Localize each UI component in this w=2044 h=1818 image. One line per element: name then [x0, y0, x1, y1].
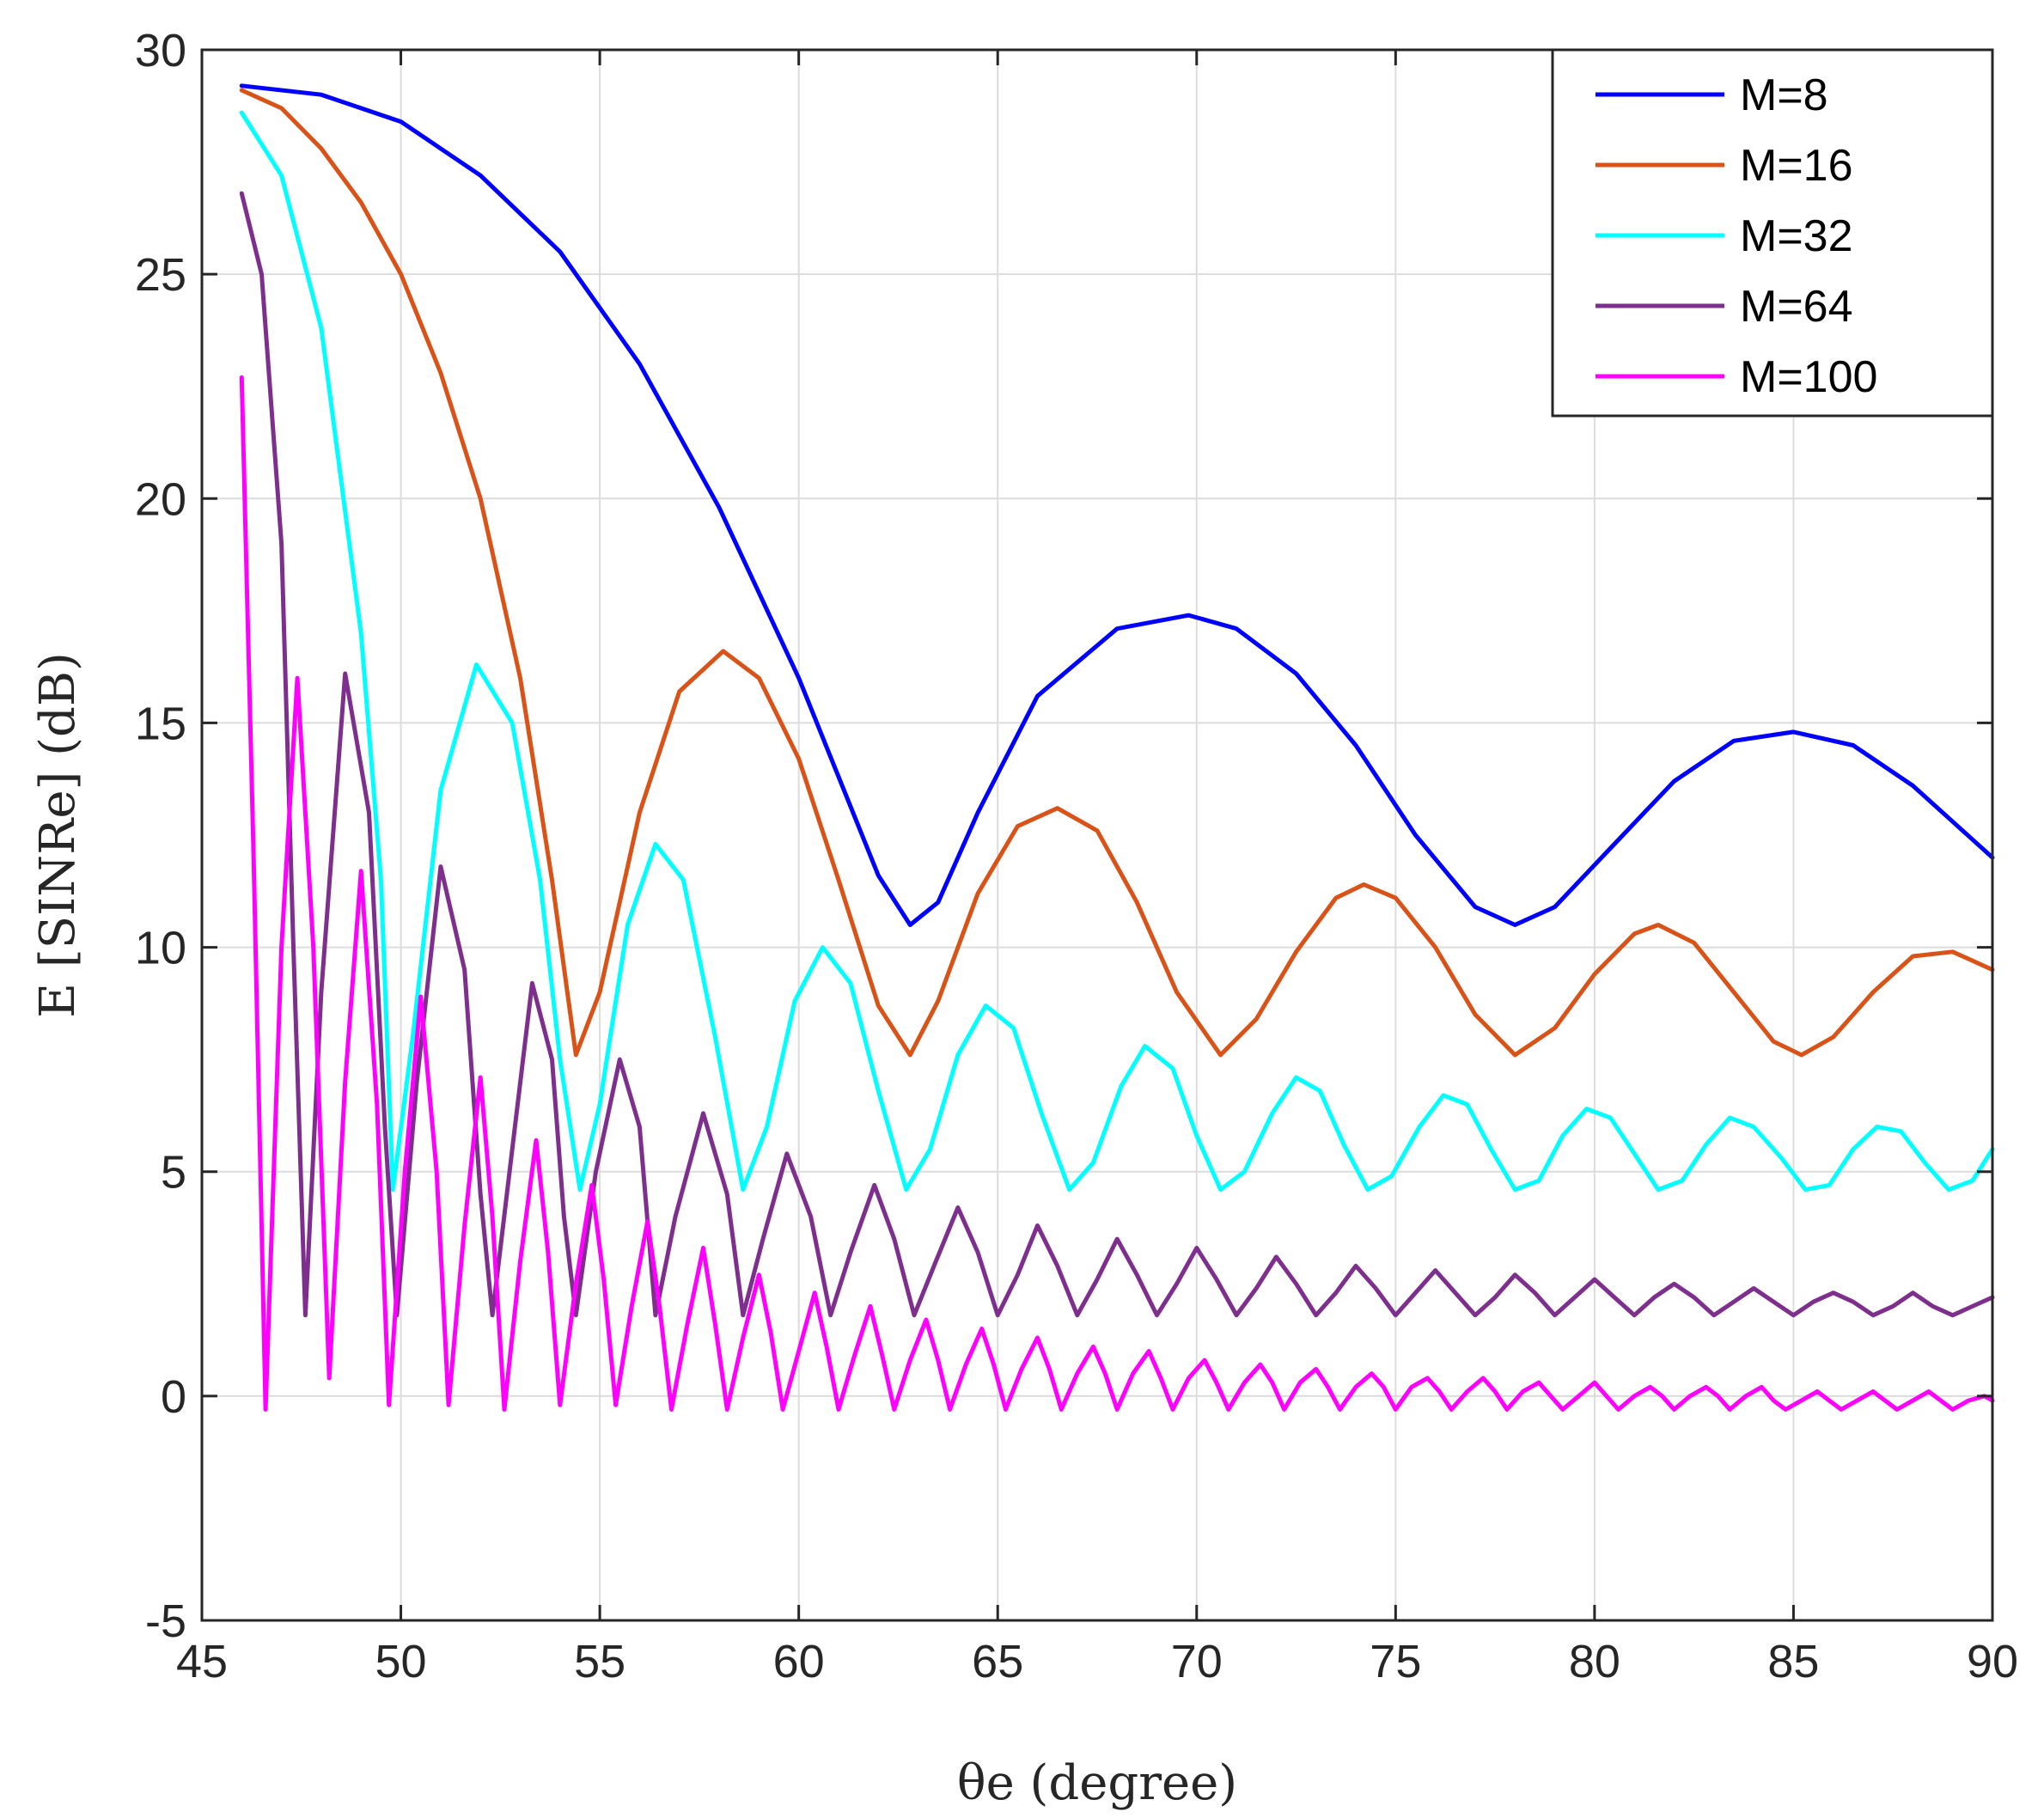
x-tick-label: 90: [1967, 1636, 2018, 1687]
legend: M=8 M=16 M=32 M=64 M=100: [1551, 48, 1994, 418]
y-tick-label: 5: [161, 1147, 186, 1199]
y-tick-label: 20: [135, 473, 186, 525]
y-tick-label: -5: [145, 1595, 186, 1647]
x-tick-label: 55: [574, 1636, 625, 1687]
plot-frame: [200, 48, 1994, 1622]
y-tick-label: 10: [135, 923, 186, 974]
x-tick-label: 70: [1171, 1636, 1223, 1687]
legend-label: M=8: [1740, 70, 1828, 120]
y-tick-label: 30: [135, 25, 186, 76]
legend-label: M=100: [1740, 352, 1877, 402]
x-tick-label: 50: [375, 1636, 427, 1687]
x-axis-label: θe (degree): [957, 1755, 1237, 1811]
legend-label: M=64: [1740, 282, 1853, 332]
legend-label: M=16: [1740, 141, 1853, 191]
y-tick-label: 15: [135, 698, 186, 749]
series-line-m-8: [239, 83, 1995, 927]
x-tick-label: 45: [176, 1636, 228, 1687]
series-line-m-16: [239, 88, 1995, 1058]
x-tick-label: 75: [1370, 1636, 1421, 1687]
x-tick-label: 80: [1569, 1636, 1620, 1687]
x-tick-label: 85: [1767, 1636, 1819, 1687]
series-line-m-64: [239, 191, 1995, 1318]
y-tick-label: 0: [161, 1371, 186, 1423]
series-line-m-100: [239, 375, 1995, 1412]
y-tick-label: 25: [135, 249, 186, 301]
x-tick-label: 60: [773, 1636, 825, 1687]
series-line-m-32: [239, 110, 1995, 1193]
series-layer: [239, 83, 1995, 1412]
y-axis-label: E [SINRe] (dB): [30, 652, 86, 1018]
legend-label: M=32: [1740, 211, 1853, 261]
x-tick-label: 65: [972, 1636, 1023, 1687]
legend-box: [1551, 48, 1994, 418]
ticks: 45 50 55 60 65 70 75 80 85 90 -5 0 5 10 15 20 25 30: [135, 25, 2018, 1687]
